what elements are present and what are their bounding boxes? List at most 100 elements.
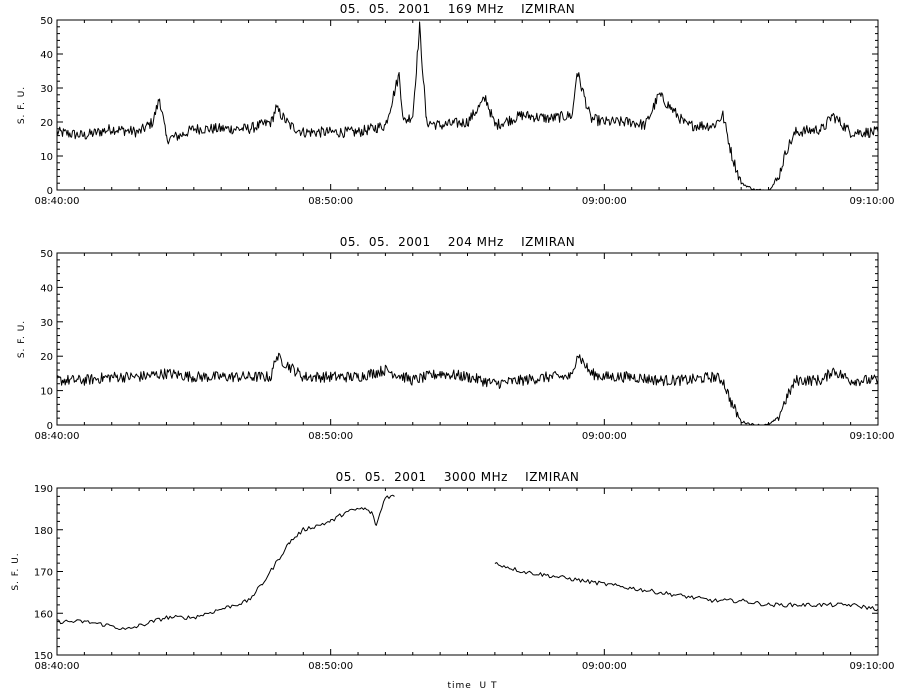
data-point — [522, 380, 523, 381]
data-point — [494, 563, 495, 564]
data-point — [385, 369, 386, 370]
data-point — [221, 128, 222, 129]
y-tick-label: 50 — [40, 249, 53, 260]
data-point — [330, 376, 331, 377]
data-point — [522, 115, 523, 116]
y-tick-label: 10 — [40, 152, 53, 163]
y-tick-label: 180 — [34, 526, 53, 537]
plot-frame — [56, 252, 879, 426]
data-point — [850, 604, 851, 605]
y-tick-label: 30 — [40, 84, 53, 95]
data-point — [426, 121, 427, 122]
x-tick-label: 09:00:00 — [582, 661, 627, 672]
data-point — [832, 369, 833, 370]
data-point — [576, 579, 577, 580]
data-point — [572, 115, 573, 116]
x-tick-label: 09:10:00 — [850, 431, 895, 442]
data-point — [394, 496, 395, 497]
data-point — [180, 135, 181, 136]
y-tick-label: 20 — [40, 352, 53, 363]
data-point — [686, 380, 687, 381]
chart-title: 05. 05. 2001 204 MHz IZMIRAN — [340, 235, 576, 249]
y-tick-label: 0 — [47, 186, 53, 197]
data-point — [248, 128, 249, 129]
data-point — [741, 183, 742, 184]
data-point — [572, 376, 573, 377]
data-point — [549, 575, 550, 576]
data-point — [166, 373, 167, 374]
y-tick-label: 160 — [34, 609, 53, 620]
y-tick-label: 30 — [40, 318, 53, 329]
y-tick-label: 40 — [40, 283, 53, 294]
data-point — [494, 125, 495, 126]
y-axis-label: S. F. U. — [17, 86, 27, 124]
plot-frame — [56, 19, 879, 191]
chart-title: 05. 05. 2001 169 MHz IZMIRAN — [340, 2, 576, 16]
data-point — [275, 108, 276, 109]
data-point — [576, 70, 577, 71]
x-tick-label: 09:10:00 — [850, 196, 895, 207]
data-point — [713, 125, 714, 126]
data-point — [289, 125, 290, 126]
data-point — [631, 121, 632, 122]
chart-panel-3: 05. 05. 2001 3000 MHz IZMIRAN 150 160 170 18… — [11, 470, 894, 691]
data-point — [271, 376, 272, 377]
data-point — [590, 373, 591, 374]
data-point — [777, 418, 778, 419]
data-point — [344, 512, 345, 513]
y-tick-label: 170 — [34, 568, 53, 579]
data-point — [768, 189, 769, 190]
data-point — [84, 621, 85, 622]
data-point — [590, 118, 591, 119]
data-point — [111, 625, 112, 626]
data-point — [84, 380, 85, 381]
data-point — [166, 617, 167, 618]
x-tick-label: 08:50:00 — [308, 431, 353, 442]
data-point — [768, 604, 769, 605]
data-point — [549, 376, 550, 377]
data-point — [385, 496, 386, 497]
data-point — [522, 571, 523, 572]
x-tick-label: 08:50:00 — [308, 661, 353, 672]
data-point — [877, 132, 878, 133]
x-tick-label: 08:40:00 — [35, 661, 80, 672]
data-point — [289, 542, 290, 543]
data-point — [399, 74, 400, 75]
data-point — [467, 121, 468, 122]
data-point — [56, 380, 57, 381]
data-point — [193, 617, 194, 618]
data-point — [111, 376, 112, 377]
data-point — [741, 421, 742, 422]
data-point — [111, 128, 112, 129]
data-point — [330, 521, 331, 522]
data-point — [494, 383, 495, 384]
data-point — [604, 121, 605, 122]
data-point — [357, 132, 358, 133]
data-point — [419, 26, 420, 27]
data-point — [795, 604, 796, 605]
data-point — [330, 132, 331, 133]
data-point — [823, 604, 824, 605]
chart-panel-1: 05. 05. 2001 169 MHz IZMIRAN 0 10 20 30 40 50 0… — [17, 2, 894, 207]
data-point — [659, 94, 660, 95]
data-point — [221, 376, 222, 377]
data-point — [403, 121, 404, 122]
x-tick-label: 08:40:00 — [35, 196, 80, 207]
data-point — [84, 135, 85, 136]
x-tick-label: 08:40:00 — [35, 431, 80, 442]
data-point — [152, 121, 153, 122]
data-point — [139, 625, 140, 626]
data-point — [777, 179, 778, 180]
data-point — [271, 121, 272, 122]
y-tick-label: 0 — [47, 421, 53, 432]
series-line-2 — [494, 562, 879, 612]
data-point — [248, 376, 249, 377]
data-point — [631, 376, 632, 377]
data-point — [159, 98, 160, 99]
data-point — [713, 376, 714, 377]
series-line-1 — [56, 352, 879, 426]
data-point — [823, 380, 824, 381]
data-point — [303, 132, 304, 133]
data-point — [731, 404, 732, 405]
data-point — [125, 629, 126, 630]
